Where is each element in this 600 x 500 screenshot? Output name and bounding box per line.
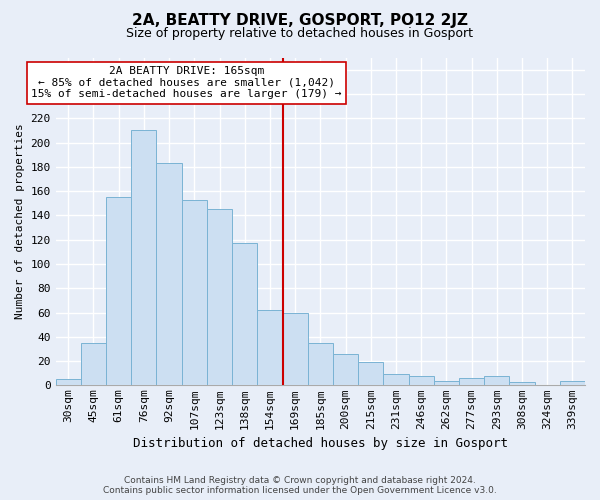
X-axis label: Distribution of detached houses by size in Gosport: Distribution of detached houses by size … — [133, 437, 508, 450]
Bar — [333, 354, 358, 386]
Bar — [560, 380, 585, 386]
Text: 2A, BEATTY DRIVE, GOSPORT, PO12 2JZ: 2A, BEATTY DRIVE, GOSPORT, PO12 2JZ — [132, 12, 468, 28]
Text: Contains public sector information licensed under the Open Government Licence v3: Contains public sector information licen… — [103, 486, 497, 495]
Bar — [232, 244, 257, 386]
Text: 2A BEATTY DRIVE: 165sqm
← 85% of detached houses are smaller (1,042)
15% of semi: 2A BEATTY DRIVE: 165sqm ← 85% of detache… — [31, 66, 342, 99]
Bar — [308, 343, 333, 386]
Bar — [434, 380, 459, 386]
Bar — [383, 374, 409, 386]
Bar — [81, 343, 106, 386]
Bar — [484, 376, 509, 386]
Text: Contains HM Land Registry data © Crown copyright and database right 2024.: Contains HM Land Registry data © Crown c… — [124, 476, 476, 485]
Bar — [459, 378, 484, 386]
Y-axis label: Number of detached properties: Number of detached properties — [15, 124, 25, 320]
Bar — [358, 362, 383, 386]
Bar — [182, 200, 207, 386]
Bar — [157, 163, 182, 386]
Bar — [509, 382, 535, 386]
Text: Size of property relative to detached houses in Gosport: Size of property relative to detached ho… — [127, 28, 473, 40]
Bar — [283, 312, 308, 386]
Bar — [409, 376, 434, 386]
Bar — [56, 380, 81, 386]
Bar — [106, 197, 131, 386]
Bar — [207, 210, 232, 386]
Bar — [257, 310, 283, 386]
Bar — [131, 130, 157, 386]
